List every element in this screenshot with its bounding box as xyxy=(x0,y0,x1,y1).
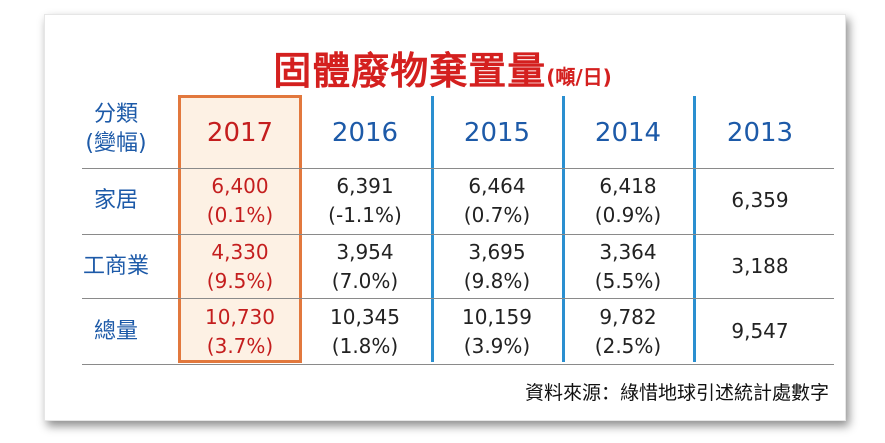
chart-title: 固體廢物棄置量(噸/日) xyxy=(0,40,885,95)
year-header: 2013 xyxy=(726,118,794,148)
cell-value: 6,400 xyxy=(211,174,269,198)
row-divider xyxy=(82,168,834,169)
row-category: 總量 xyxy=(93,319,139,344)
cell-value: 10,159 xyxy=(462,305,532,329)
table-cell: 10,730 (3.7%) xyxy=(205,303,275,361)
table-cell: 3,695 (9.8%) xyxy=(464,238,530,296)
table-cell: 9,782 (2.5%) xyxy=(595,303,661,361)
year-header: 2017 xyxy=(206,118,274,148)
cell-value: 3,364 xyxy=(599,240,657,264)
cell-change: (9.8%) xyxy=(463,269,531,293)
table-cell: 3,954 (7.0%) xyxy=(332,238,398,296)
cell-value: 6,391 xyxy=(336,174,394,198)
cell-change: (-1.1%) xyxy=(328,203,402,227)
table-cell: 3,364 (5.5%) xyxy=(595,238,661,296)
row-divider xyxy=(82,298,834,299)
row-category: 家居 xyxy=(93,188,139,213)
header-label-line1: 分類 xyxy=(93,102,139,127)
column-divider xyxy=(693,96,696,362)
table-cell: 9,547 xyxy=(731,319,789,343)
header-category-label: 分類 (變幅) xyxy=(85,100,146,158)
cell-value: 9,782 xyxy=(599,305,657,329)
cell-value: 4,330 xyxy=(211,240,269,264)
cell-value: 3,954 xyxy=(336,240,394,264)
table-cell: 6,418 (0.9%) xyxy=(595,172,661,230)
table-cell: 10,159 (3.9%) xyxy=(462,303,532,361)
table-card xyxy=(44,14,846,421)
cell-change: (7.0%) xyxy=(331,269,399,293)
column-divider xyxy=(562,96,565,362)
table-cell: 6,359 xyxy=(731,188,789,212)
cell-change: (5.5%) xyxy=(594,269,662,293)
table-cell: 6,400 (0.1%) xyxy=(207,172,273,230)
table-cell: 4,330 (9.5%) xyxy=(207,238,273,296)
cell-change: (0.7%) xyxy=(463,203,531,227)
highlight-column-2017 xyxy=(178,95,302,363)
title-unit: (噸/日) xyxy=(546,65,612,89)
source-note: 資料來源：綠惜地球引述統計處數字 xyxy=(524,382,829,404)
year-header: 2016 xyxy=(331,118,399,148)
title-text: 固體廢物棄置量 xyxy=(273,49,547,93)
year-header: 2014 xyxy=(594,118,662,148)
row-divider xyxy=(82,234,834,235)
cell-change: (9.5%) xyxy=(206,269,274,293)
cell-value: 6,464 xyxy=(468,174,526,198)
cell-change: (1.8%) xyxy=(331,334,399,358)
cell-value: 10,345 xyxy=(330,305,400,329)
cell-value: 3,695 xyxy=(468,240,526,264)
cell-change: (0.9%) xyxy=(594,203,662,227)
column-divider xyxy=(431,96,434,362)
row-category: 工商業 xyxy=(82,254,150,279)
table-cell: 10,345 (1.8%) xyxy=(330,303,400,361)
table-cell: 6,464 (0.7%) xyxy=(464,172,530,230)
cell-change: (0.1%) xyxy=(206,203,274,227)
row-divider xyxy=(82,364,834,365)
cell-change: (2.5%) xyxy=(594,334,662,358)
table-cell: 6,391 (-1.1%) xyxy=(328,172,402,230)
cell-value: 10,730 xyxy=(205,305,275,329)
header-label-line2: (變幅) xyxy=(85,131,147,156)
table-cell: 3,188 xyxy=(731,254,789,278)
cell-value: 6,418 xyxy=(599,174,657,198)
year-header: 2015 xyxy=(463,118,531,148)
cell-change: (3.7%) xyxy=(206,334,274,358)
cell-change: (3.9%) xyxy=(463,334,531,358)
